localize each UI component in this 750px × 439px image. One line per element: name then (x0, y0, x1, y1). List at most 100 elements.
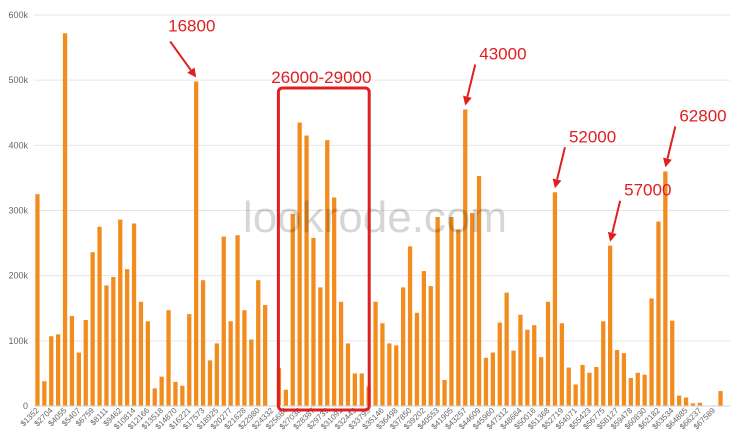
bar (621, 353, 627, 406)
y-tick-label: 0 (23, 401, 28, 411)
bar (656, 221, 661, 406)
bar (601, 321, 606, 406)
bar (442, 379, 447, 406)
bar (483, 357, 489, 406)
annotation-arrowhead (463, 95, 472, 106)
annotation-arrow (169, 40, 192, 71)
bar (332, 197, 337, 406)
bar (532, 325, 537, 406)
bar (525, 329, 530, 406)
bar (90, 252, 95, 406)
bar (352, 373, 357, 406)
y-tick-label: 100k (8, 336, 28, 346)
bar (380, 323, 385, 406)
bar (200, 280, 206, 406)
annotation-arrowhead (187, 67, 197, 78)
bar (511, 350, 516, 406)
bar (407, 246, 413, 406)
bar (497, 322, 502, 406)
bar (470, 213, 475, 406)
bar (256, 280, 261, 406)
bar (214, 343, 219, 406)
bar (518, 314, 523, 406)
bar (159, 376, 164, 406)
bar (449, 217, 454, 406)
bar (414, 312, 420, 406)
bar (318, 287, 323, 406)
bar (49, 336, 54, 406)
bar (394, 345, 399, 406)
annotation-arrowhead (663, 157, 672, 168)
y-tick-label: 500k (8, 75, 28, 85)
bar (35, 194, 40, 406)
bar (573, 384, 578, 406)
bar (476, 175, 482, 406)
annotation-label: 62800 (679, 106, 726, 125)
bar (373, 301, 378, 406)
bar (697, 402, 702, 406)
bar (718, 391, 723, 406)
bar (690, 403, 696, 406)
bar (187, 314, 192, 406)
bar (490, 352, 495, 406)
bar (387, 343, 392, 406)
highlight-rect (276, 86, 371, 412)
bar (76, 352, 81, 406)
watermark-text: lookrode.com (243, 193, 507, 242)
bar (118, 219, 123, 406)
bar (125, 269, 130, 406)
bar (304, 135, 309, 406)
bar (345, 343, 351, 406)
bar (580, 364, 585, 406)
bar (152, 388, 157, 406)
bar (559, 323, 564, 406)
bar (587, 372, 592, 406)
bar (325, 140, 330, 406)
bar (401, 287, 406, 406)
highlight-box (276, 86, 371, 412)
annotation-label: 16800 (168, 16, 215, 35)
bar (435, 217, 440, 406)
annotation-arrow (466, 64, 477, 97)
bar (338, 301, 344, 406)
annotation-label: 43000 (479, 44, 526, 63)
y-axis: 0 100k 200k 300k 400k 500k 600k (8, 10, 28, 411)
bar (145, 321, 150, 406)
bar (504, 292, 509, 406)
grid-lines (34, 14, 730, 407)
bar (614, 349, 620, 406)
bar (283, 389, 288, 406)
bar (608, 245, 613, 406)
y-tick-label: 600k (8, 10, 28, 20)
bar (263, 304, 268, 406)
annotation-label: 26000-29000 (271, 68, 371, 87)
bar (249, 339, 254, 406)
x-axis: $1352$2704$4055$5407$6759$8111$9462$1081… (19, 405, 730, 431)
bar (539, 357, 544, 406)
annotation-arrow (556, 147, 566, 180)
bar (242, 310, 247, 406)
bar (111, 276, 116, 406)
bar (649, 298, 654, 406)
bar (683, 397, 689, 406)
annotation-arrow (666, 126, 677, 159)
bar (456, 229, 461, 406)
bar (566, 367, 571, 406)
bar (235, 235, 240, 406)
bar (131, 223, 137, 406)
bar (56, 334, 61, 406)
bar (62, 33, 68, 406)
bar (428, 286, 433, 406)
bar (552, 192, 558, 406)
bar (173, 381, 178, 406)
annotation-arrow (611, 200, 622, 234)
bar (194, 81, 199, 406)
bar (97, 226, 102, 406)
annotations: 16800 26000-29000 43000 52000 57000 62800 (168, 16, 727, 242)
bar (463, 109, 468, 406)
bar (677, 395, 682, 406)
annotation-arrowhead (607, 231, 617, 242)
bar (83, 319, 88, 406)
bar (594, 366, 599, 406)
